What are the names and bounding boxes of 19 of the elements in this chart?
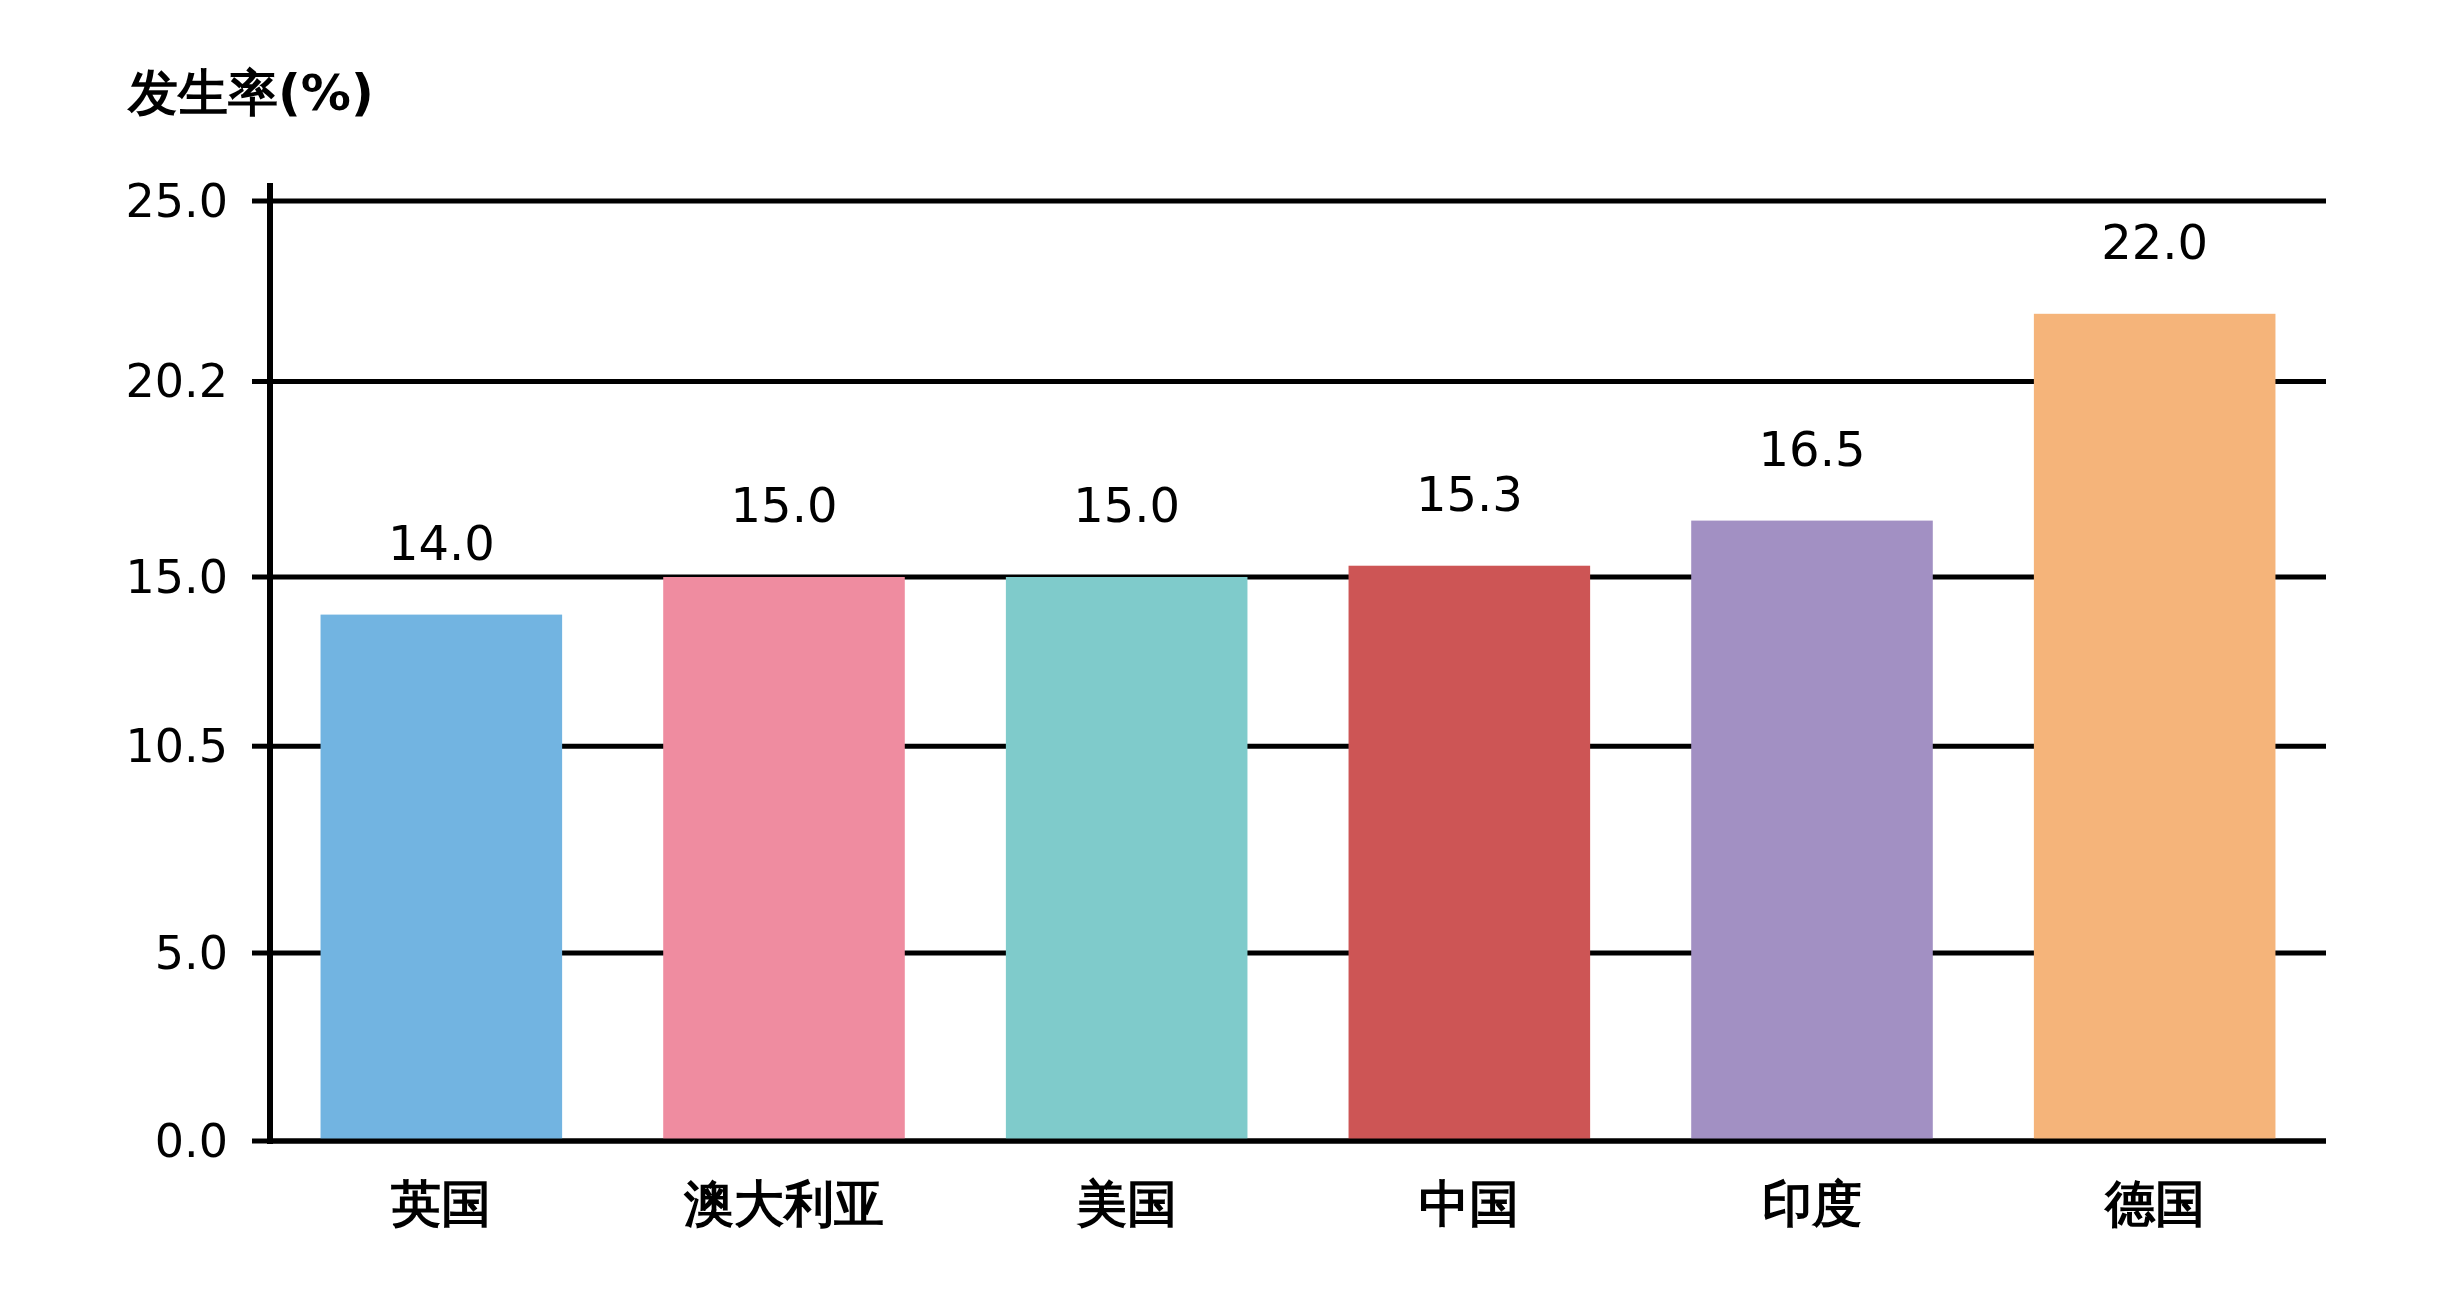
data-label: 15.3 <box>1415 465 1523 522</box>
x-tick-label: 印度 <box>1762 1175 1862 1233</box>
x-tick-label: 美国 <box>1075 1175 1177 1233</box>
y-tick-label: 20.2 <box>125 354 228 409</box>
y-tick-label: 5.0 <box>154 926 228 980</box>
y-tick-label: 0.0 <box>154 1114 228 1168</box>
y-axis-title: 发生率(%) <box>126 64 374 122</box>
data-label: 15.0 <box>730 477 838 533</box>
y-tick-label: 15.0 <box>125 550 228 604</box>
x-tick-label: 英国 <box>390 1175 492 1233</box>
data-label: 16.5 <box>1758 420 1866 477</box>
data-label: 22.0 <box>2101 213 2209 270</box>
y-tick-label: 25.0 <box>125 174 228 228</box>
x-tick-label: 澳大利亚 <box>683 1175 884 1233</box>
x-tick-label: 德国 <box>2102 1175 2205 1233</box>
x-tick-label: 中国 <box>1419 1175 1520 1233</box>
y-tick-label: 10.5 <box>125 719 228 774</box>
data-label: 15.0 <box>1073 477 1181 533</box>
data-label: 14.0 <box>387 514 495 571</box>
